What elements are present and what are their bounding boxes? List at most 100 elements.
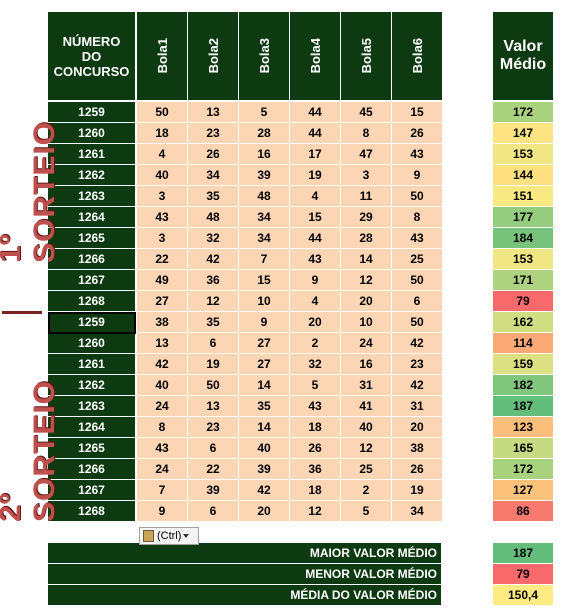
bola-cell: 4	[137, 144, 187, 164]
bola-cell: 40	[137, 375, 187, 395]
bola-cell: 40	[341, 417, 391, 437]
paste-icon	[143, 530, 154, 542]
concurso-cell: 1268	[48, 501, 135, 521]
bola-cell: 14	[341, 249, 391, 269]
concurso-cell: 1260	[48, 123, 135, 143]
bola-cell: 9	[290, 270, 340, 290]
concurso-cell: 1267	[48, 480, 135, 500]
bola-cell: 36	[290, 459, 340, 479]
bola-cell: 32	[188, 228, 238, 248]
bola-cell: 9	[137, 501, 187, 521]
bola-cell: 13	[188, 102, 238, 122]
concurso-cell: 1260	[48, 333, 135, 353]
valor-cell: 162	[493, 312, 553, 332]
bola-cell: 34	[392, 501, 442, 521]
bola-cell: 17	[290, 144, 340, 164]
bola-cell: 12	[341, 270, 391, 290]
header-bola-text: Bola1	[154, 38, 170, 74]
concurso-cell: 1266	[48, 249, 135, 269]
paste-options-button[interactable]: (Ctrl)	[139, 527, 199, 545]
bola-cell: 18	[137, 123, 187, 143]
group-label: 1º SORTEIO	[0, 121, 61, 264]
bola-cell: 27	[239, 354, 289, 374]
bola-cell: 16	[239, 144, 289, 164]
valor-cell: 182	[493, 375, 553, 395]
bola-cell: 22	[188, 459, 238, 479]
bola-cell: 43	[392, 228, 442, 248]
bola-cell: 31	[392, 396, 442, 416]
bola-cell: 43	[392, 144, 442, 164]
bola-cell: 43	[137, 207, 187, 227]
concurso-cell: 1266	[48, 459, 135, 479]
header-bola: Bola5	[341, 12, 391, 100]
valor-cell: 171	[493, 270, 553, 290]
concurso-cell: 1263	[48, 396, 135, 416]
bola-cell: 7	[137, 480, 187, 500]
concurso-cell: 1259	[48, 312, 135, 332]
bola-cell: 43	[290, 249, 340, 269]
bola-cell: 28	[341, 228, 391, 248]
bola-cell: 39	[239, 165, 289, 185]
bola-cell: 5	[290, 375, 340, 395]
concurso-cell: 1264	[48, 417, 135, 437]
bola-cell: 10	[341, 312, 391, 332]
bola-cell: 25	[392, 249, 442, 269]
bola-cell: 7	[239, 249, 289, 269]
header-bola: Bola3	[239, 12, 289, 100]
bola-cell: 42	[188, 249, 238, 269]
header-bola-text: Bola6	[409, 38, 425, 74]
bola-cell: 47	[341, 144, 391, 164]
bola-cell: 44	[290, 123, 340, 143]
concurso-cell: 1261	[48, 144, 135, 164]
valor-cell: 172	[493, 459, 553, 479]
concurso-cell: 1263	[48, 186, 135, 206]
bola-cell: 41	[341, 396, 391, 416]
bola-cell: 27	[137, 291, 187, 311]
bola-cell: 8	[392, 207, 442, 227]
bola-cell: 15	[392, 102, 442, 122]
bola-cell: 5	[341, 501, 391, 521]
bola-cell: 25	[341, 459, 391, 479]
bola-cell: 45	[341, 102, 391, 122]
bola-cell: 12	[290, 501, 340, 521]
bola-cell: 24	[137, 396, 187, 416]
bola-cell: 8	[341, 123, 391, 143]
bola-cell: 2	[341, 480, 391, 500]
row-marker	[2, 311, 42, 314]
paste-text: (Ctrl)	[157, 530, 182, 542]
header-concurso: NÚMERO DO CONCURSO	[48, 12, 135, 100]
bola-cell: 8	[137, 417, 187, 437]
valor-cell: 151	[493, 186, 553, 206]
concurso-cell: 1264	[48, 207, 135, 227]
bola-cell: 15	[239, 270, 289, 290]
valor-cell: 165	[493, 438, 553, 458]
valor-cell: 153	[493, 144, 553, 164]
bola-cell: 3	[341, 165, 391, 185]
header-valor: Valor Médio	[493, 12, 553, 100]
header-bola: Bola6	[392, 12, 442, 100]
bola-cell: 6	[188, 438, 238, 458]
bola-cell: 10	[239, 291, 289, 311]
concurso-cell: 1262	[48, 375, 135, 395]
bola-cell: 34	[188, 165, 238, 185]
summary-value: 150,4	[493, 585, 553, 605]
valor-cell: 86	[493, 501, 553, 521]
valor-cell: 159	[493, 354, 553, 374]
bola-cell: 20	[392, 417, 442, 437]
bola-cell: 42	[392, 375, 442, 395]
concurso-cell: 1265	[48, 228, 135, 248]
concurso-cell: 1262	[48, 165, 135, 185]
bola-cell: 40	[239, 438, 289, 458]
bola-cell: 6	[188, 501, 238, 521]
bola-cell: 9	[392, 165, 442, 185]
bola-cell: 35	[188, 186, 238, 206]
bola-cell: 14	[239, 417, 289, 437]
bola-cell: 26	[290, 438, 340, 458]
valor-cell: 187	[493, 396, 553, 416]
header-bola-text: Bola5	[358, 38, 374, 74]
summary-label: MÉDIA DO VALOR MÉDIO	[48, 585, 441, 605]
bola-cell: 4	[290, 291, 340, 311]
bola-cell: 19	[188, 354, 238, 374]
valor-cell: 114	[493, 333, 553, 353]
